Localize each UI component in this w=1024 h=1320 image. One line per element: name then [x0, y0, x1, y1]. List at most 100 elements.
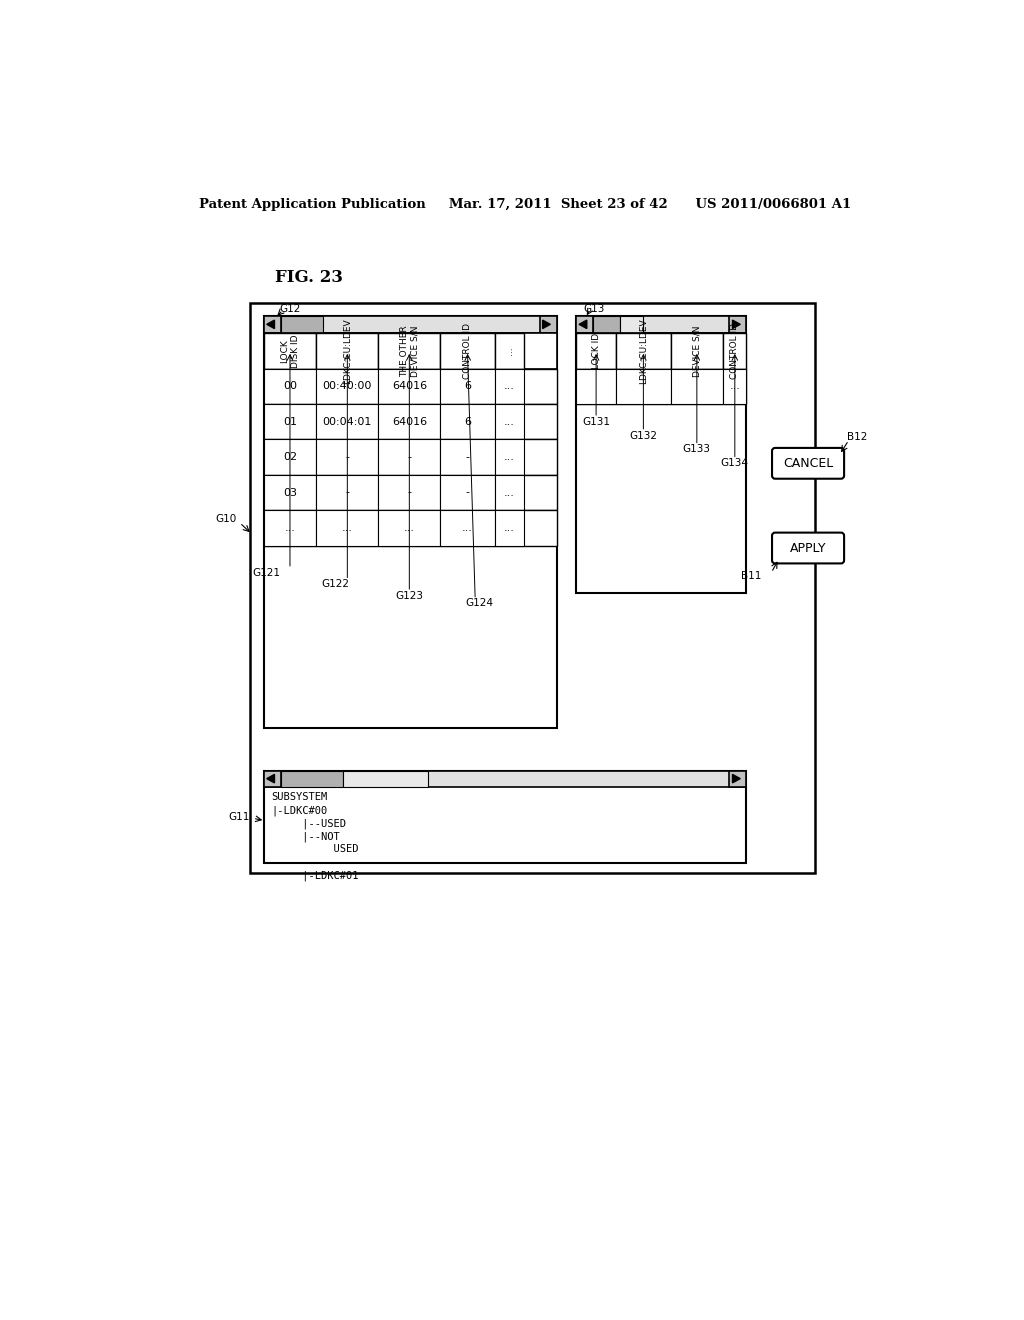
Text: 6: 6 — [464, 381, 471, 391]
Bar — [263, 511, 316, 545]
Bar — [671, 368, 723, 404]
Bar — [263, 333, 557, 368]
Text: -: - — [466, 453, 469, 462]
Text: CANCEL: CANCEL — [783, 457, 834, 470]
Bar — [495, 440, 524, 475]
Bar — [263, 475, 557, 511]
Bar — [263, 333, 316, 368]
Bar — [263, 368, 557, 404]
Bar — [378, 368, 440, 404]
Text: ...: ... — [403, 523, 415, 533]
Text: G11: G11 — [228, 812, 250, 822]
Text: ...: ... — [342, 523, 352, 533]
Bar — [575, 317, 593, 333]
Text: |-LDKC#00: |-LDKC#00 — [271, 805, 328, 816]
Bar — [593, 317, 621, 333]
Text: 64016: 64016 — [392, 417, 427, 426]
Text: -: - — [408, 487, 412, 498]
Bar — [263, 317, 557, 729]
Text: |--USED: |--USED — [271, 818, 346, 829]
Bar — [263, 317, 281, 333]
Text: |--NOT: |--NOT — [271, 832, 340, 842]
Text: SUBSYSTEM: SUBSYSTEM — [271, 792, 328, 803]
Bar — [440, 368, 495, 404]
Bar — [263, 317, 557, 333]
Bar — [316, 440, 378, 475]
Text: ...: ... — [505, 347, 514, 355]
Bar — [378, 511, 440, 545]
Bar — [316, 404, 378, 440]
FancyBboxPatch shape — [772, 533, 844, 564]
Text: G133: G133 — [683, 445, 711, 454]
Bar — [575, 368, 746, 404]
Bar — [343, 771, 428, 788]
Text: CONTROL ID: CONTROL ID — [463, 323, 472, 379]
Text: 01: 01 — [283, 417, 297, 426]
Text: -: - — [408, 453, 412, 462]
Polygon shape — [732, 321, 740, 329]
Bar — [440, 511, 495, 545]
Bar — [316, 511, 378, 545]
Bar — [671, 333, 723, 368]
Text: ...: ... — [504, 417, 515, 426]
FancyBboxPatch shape — [772, 447, 844, 479]
Text: 00:04:01: 00:04:01 — [323, 417, 372, 426]
Bar — [263, 404, 316, 440]
Text: 03: 03 — [283, 487, 297, 498]
Bar — [540, 317, 557, 333]
Text: ...: ... — [504, 453, 515, 462]
Bar — [263, 771, 746, 863]
Bar — [316, 368, 378, 404]
Bar — [263, 511, 557, 545]
Text: -: - — [345, 487, 349, 498]
Text: B11: B11 — [740, 570, 761, 581]
Bar — [440, 440, 495, 475]
Text: ...: ... — [504, 487, 515, 498]
Bar — [263, 475, 316, 511]
Text: |-LDKC#01: |-LDKC#01 — [271, 871, 358, 882]
Bar — [621, 317, 643, 333]
Text: -: - — [345, 453, 349, 462]
Bar — [729, 771, 746, 788]
Text: B12: B12 — [847, 432, 867, 442]
Bar — [263, 440, 557, 475]
Bar — [263, 404, 557, 440]
Text: 64016: 64016 — [392, 381, 427, 391]
Bar — [575, 317, 746, 594]
Bar — [723, 333, 746, 368]
Text: G12: G12 — [280, 304, 300, 314]
Bar — [378, 333, 440, 368]
Polygon shape — [266, 775, 274, 783]
Bar — [616, 333, 671, 368]
Polygon shape — [266, 321, 274, 329]
Text: G123: G123 — [395, 591, 423, 601]
Text: LOCK ID: LOCK ID — [592, 333, 601, 370]
Text: FIG. 23: FIG. 23 — [275, 269, 343, 286]
Bar — [495, 333, 524, 368]
Bar — [440, 404, 495, 440]
Text: CONTROL ID: CONTROL ID — [730, 323, 739, 379]
Bar — [251, 304, 815, 873]
Text: G134: G134 — [721, 458, 749, 469]
Text: LDKC:CU:LDEV: LDKC:CU:LDEV — [343, 318, 352, 384]
Text: THE OTHER
DEVICE S/N: THE OTHER DEVICE S/N — [399, 325, 419, 376]
Bar — [575, 317, 746, 333]
Bar — [281, 317, 324, 333]
Bar — [495, 404, 524, 440]
Bar — [723, 368, 746, 404]
Text: 00: 00 — [283, 381, 297, 391]
Bar — [440, 333, 495, 368]
Text: 6: 6 — [464, 417, 471, 426]
Bar — [316, 333, 378, 368]
Polygon shape — [732, 775, 740, 783]
Text: G132: G132 — [630, 430, 657, 441]
Text: -: - — [466, 487, 469, 498]
Text: APPLY: APPLY — [790, 541, 826, 554]
Text: ...: ... — [462, 523, 473, 533]
Text: G124: G124 — [465, 598, 494, 609]
Bar — [495, 368, 524, 404]
Bar — [575, 333, 616, 368]
Bar — [281, 771, 343, 788]
Bar — [316, 475, 378, 511]
Bar — [263, 440, 316, 475]
